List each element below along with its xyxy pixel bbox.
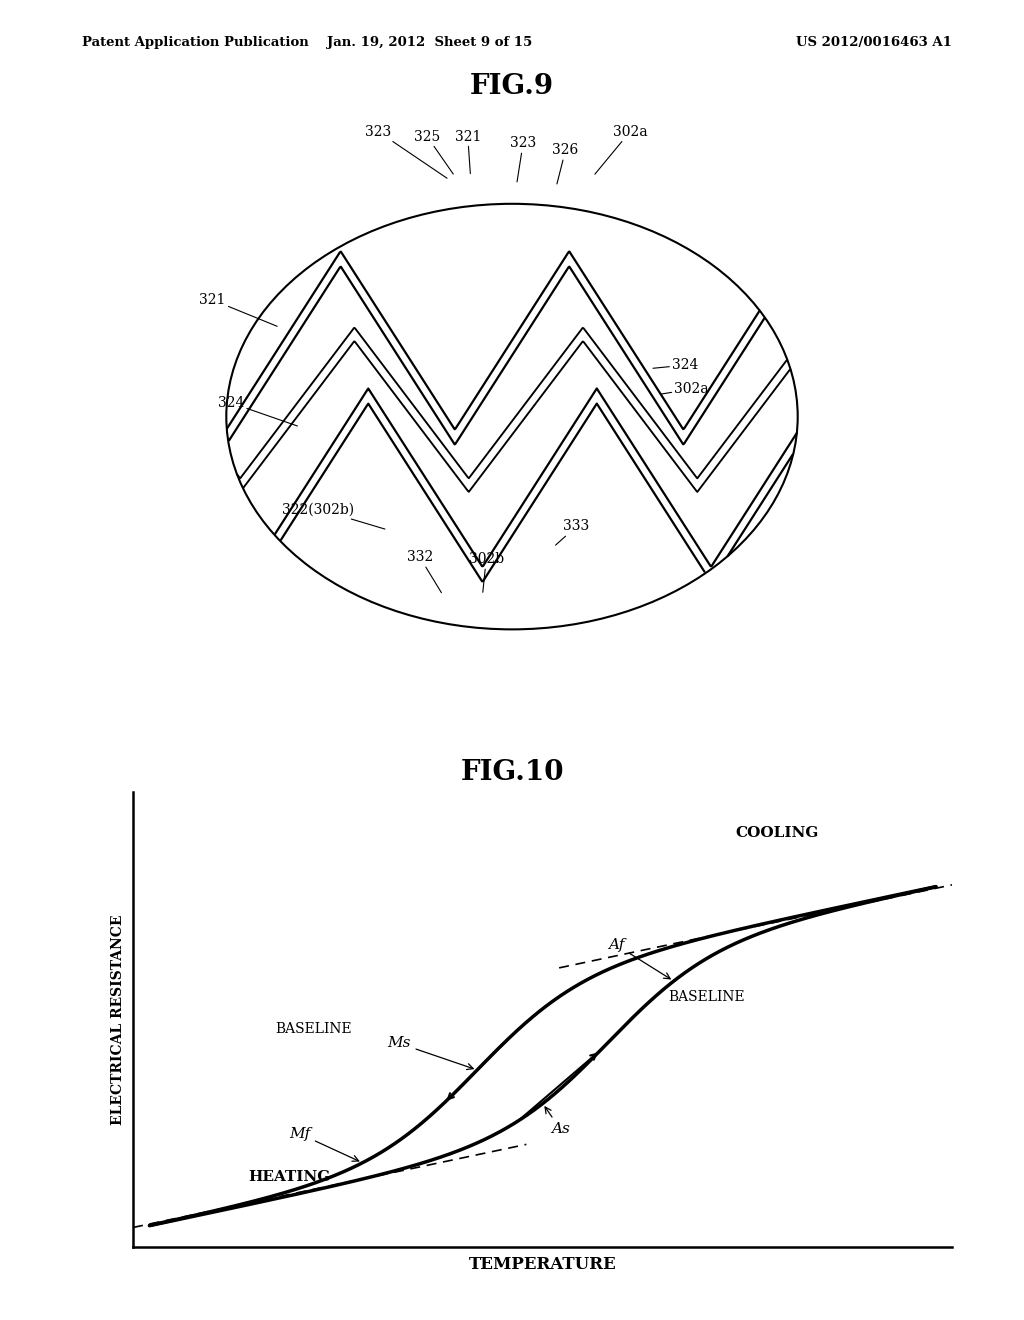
- Text: Af: Af: [608, 939, 671, 979]
- Text: 302b: 302b: [469, 552, 504, 593]
- Text: 333: 333: [556, 519, 590, 545]
- Text: BASELINE: BASELINE: [275, 1022, 351, 1036]
- Text: 325: 325: [414, 129, 454, 174]
- Text: Patent Application Publication: Patent Application Publication: [82, 36, 308, 49]
- Text: Mf: Mf: [289, 1127, 358, 1162]
- Text: 322(302b): 322(302b): [283, 502, 385, 529]
- Text: 324: 324: [218, 396, 297, 426]
- Text: 324: 324: [653, 358, 698, 372]
- Text: BASELINE: BASELINE: [669, 990, 744, 1005]
- X-axis label: TEMPERATURE: TEMPERATURE: [469, 1255, 616, 1272]
- Text: US 2012/0016463 A1: US 2012/0016463 A1: [797, 36, 952, 49]
- Text: FIG.9: FIG.9: [470, 74, 554, 100]
- Text: As: As: [545, 1107, 569, 1137]
- Text: FIG.10: FIG.10: [460, 759, 564, 785]
- Text: Jan. 19, 2012  Sheet 9 of 15: Jan. 19, 2012 Sheet 9 of 15: [328, 36, 532, 49]
- Text: 302a: 302a: [660, 381, 709, 396]
- Text: 326: 326: [552, 144, 579, 183]
- Text: Ms: Ms: [387, 1036, 473, 1069]
- Text: 323: 323: [510, 136, 537, 182]
- Text: 321: 321: [455, 129, 481, 174]
- Text: 323: 323: [366, 124, 447, 178]
- Text: COOLING: COOLING: [735, 826, 818, 840]
- Text: 302a: 302a: [595, 124, 647, 174]
- Text: HEATING: HEATING: [248, 1170, 330, 1184]
- Y-axis label: ELECTRICAL RESISTANCE: ELECTRICAL RESISTANCE: [111, 915, 125, 1125]
- Text: 321: 321: [200, 293, 278, 326]
- Text: 332: 332: [407, 550, 441, 593]
